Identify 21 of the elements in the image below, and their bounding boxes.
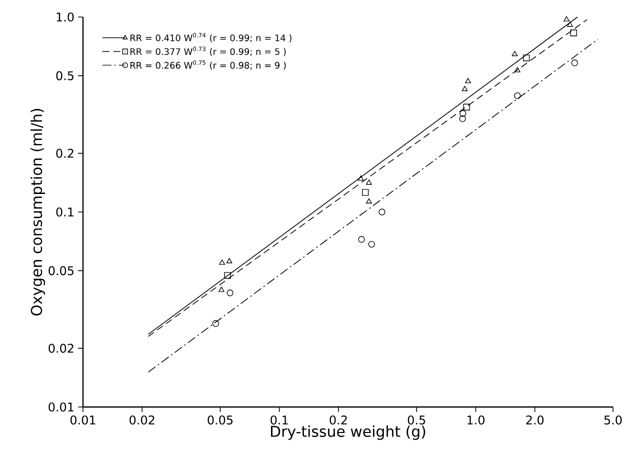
y-tick-label: 1.0 <box>56 12 74 22</box>
legend-label: RR = 0.410 W$^{0.74}$ (r = 0.99; n = 14 ) <box>130 32 292 42</box>
x-tick-label: 0.1 <box>270 415 288 425</box>
legend-label: RR = 0.266 W$^{0.75}$ (r = 0.98; n = 9 ) <box>130 60 286 70</box>
x-tick-label: 0.2 <box>330 415 347 425</box>
x-tick-label: 0.5 <box>408 415 426 425</box>
y-tick-label: 0.1 <box>56 207 74 217</box>
y-tick-label: 0.05 <box>48 266 74 276</box>
y-axis-title: Oxygen consumption (ml/h) <box>30 108 46 316</box>
y-tick-label: 0.02 <box>48 344 74 353</box>
x-tick-label: 2.0 <box>526 415 544 425</box>
legend-label: RR = 0.377 W$^{0.73}$ (r = 0.99; n = 5 ) <box>130 46 286 56</box>
x-tick-label: 0.02 <box>130 415 154 425</box>
y-tick-label: 0.01 <box>48 402 74 412</box>
y-tick-label: 0.2 <box>56 148 74 158</box>
x-tick-label: 5.0 <box>604 415 622 425</box>
x-axis-title: Dry-tissue weight (g) <box>271 425 426 440</box>
y-tick-label: 0.5 <box>56 71 74 80</box>
x-tick-label: 0.05 <box>208 415 233 425</box>
x-tick-label: 0.01 <box>70 415 96 425</box>
x-tick-label: 1.0 <box>468 415 484 425</box>
